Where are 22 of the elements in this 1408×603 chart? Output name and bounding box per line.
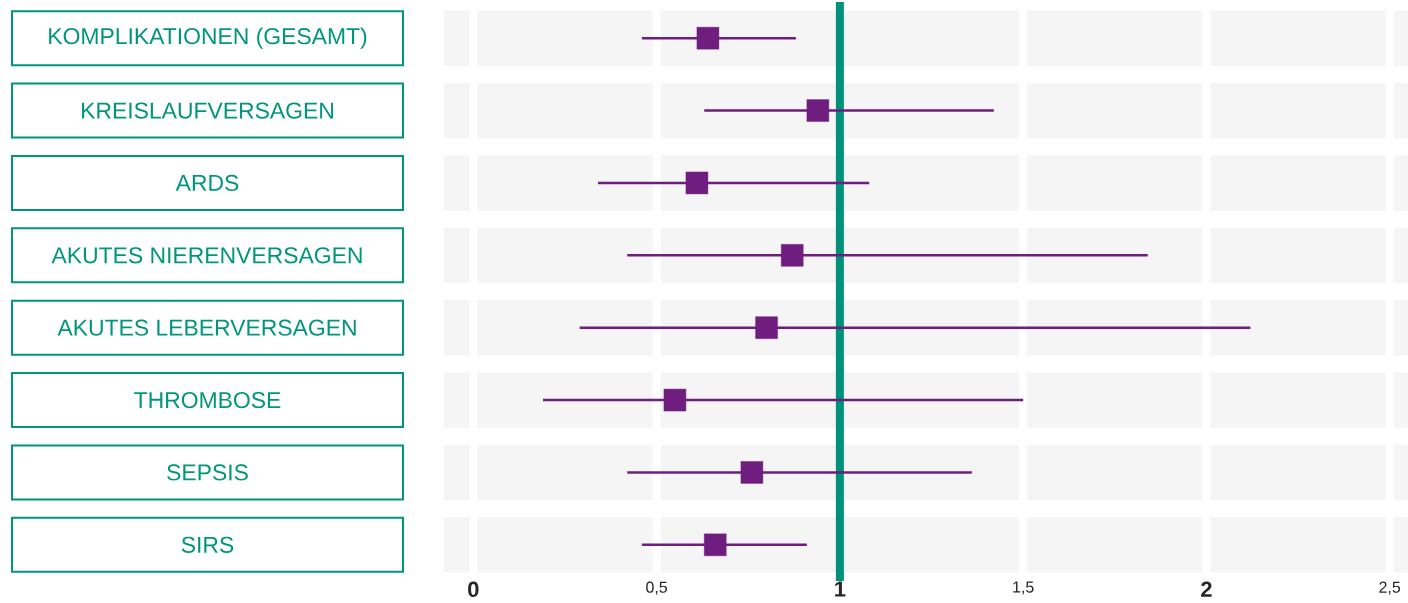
- y-tick-label: AKUTES LEBERVERSAGEN: [57, 319, 356, 336]
- y-tick-label: KOMPLIKATIONEN (GESAMT): [49, 27, 367, 49]
- x-tick-label: 1,5: [1013, 581, 1034, 595]
- point: [663, 388, 687, 412]
- point: [806, 99, 830, 122]
- x-tick-label: 2,5: [1379, 581, 1401, 595]
- x-tick-label: 2: [1201, 581, 1212, 597]
- x-tick-label: 0: [468, 581, 479, 598]
- x-tick-label: 1: [835, 581, 846, 597]
- point: [704, 533, 727, 557]
- y-tick-label: KREISLAUFVERSAGEN: [82, 102, 333, 119]
- point: [685, 171, 709, 195]
- y-tick-label: THROMBOSE: [134, 391, 281, 409]
- point: [755, 316, 778, 339]
- point: [781, 244, 804, 267]
- y-tick-label: SIRS: [181, 536, 234, 553]
- y-tick-label: ARDS: [175, 174, 239, 192]
- x-tick-label: 0,5: [646, 581, 667, 595]
- y-tick-label: SEPSIS: [167, 464, 248, 481]
- y-tick-label: AKUTES NIERENVERSAGEN: [51, 247, 362, 264]
- point: [740, 461, 764, 484]
- point: [696, 27, 720, 50]
